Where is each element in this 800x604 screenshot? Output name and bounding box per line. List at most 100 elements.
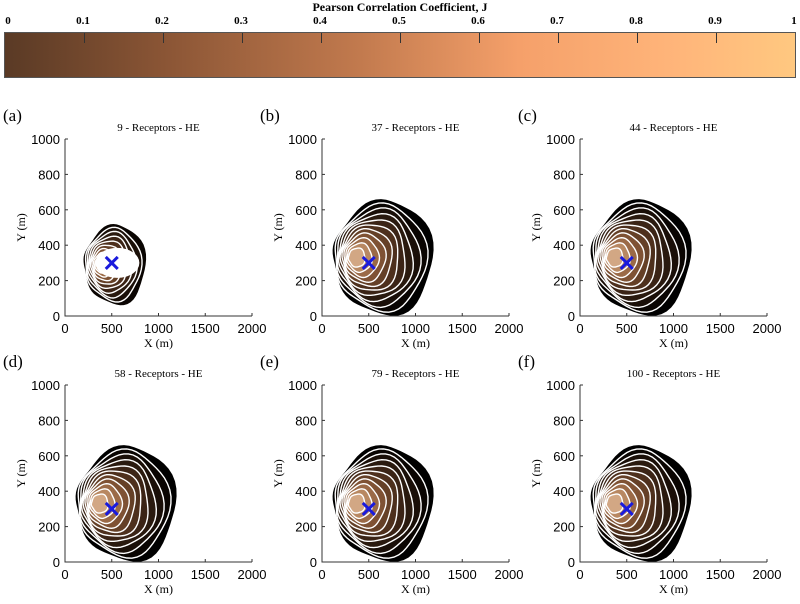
y-tick-label: 0 bbox=[310, 555, 317, 570]
y-tick-label: 1000 bbox=[546, 132, 575, 147]
y-axis-label: Y (m) bbox=[271, 213, 285, 242]
panel-label: (e) bbox=[260, 352, 279, 371]
x-axis-label: X (m) bbox=[401, 582, 430, 596]
x-tick-label: 500 bbox=[616, 567, 638, 582]
colorbar-tick bbox=[558, 33, 559, 43]
source-marker-x bbox=[361, 501, 376, 516]
y-tick-label: 1000 bbox=[288, 378, 317, 393]
x-tick-label: 2000 bbox=[753, 321, 782, 336]
panel: (f) 100 - Receptors - HE 0 500 1000 1500 2000 0… bbox=[518, 352, 781, 596]
x-tick-label: 2000 bbox=[238, 321, 267, 336]
x-tick-label: 1500 bbox=[448, 567, 477, 582]
colorbar-tick-label: 0.1 bbox=[76, 15, 90, 27]
colorbar-tick bbox=[163, 33, 164, 43]
panel-title: 58 - Receptors - HE bbox=[115, 368, 203, 380]
y-tick-label: 200 bbox=[295, 520, 317, 535]
colorbar-tick-label: 0.2 bbox=[155, 15, 169, 27]
panel-title: 37 - Receptors - HE bbox=[372, 122, 460, 134]
contour-level bbox=[605, 493, 624, 514]
panel-label: (a) bbox=[3, 106, 22, 125]
colorbar-tick bbox=[84, 33, 85, 43]
y-tick-label: 200 bbox=[553, 520, 575, 535]
y-tick-label: 400 bbox=[38, 238, 60, 253]
panel: (e) 79 - Receptors - HE 0 500 1000 1500 2000 0 2… bbox=[260, 352, 523, 596]
y-axis-label: Y (m) bbox=[529, 213, 543, 242]
colorbar-tick-label: 0.9 bbox=[708, 15, 722, 27]
y-tick-label: 0 bbox=[310, 309, 317, 324]
colorbar-tick-label: 1 bbox=[791, 15, 797, 27]
y-axis-label: Y (m) bbox=[14, 459, 28, 488]
colorbar-tick bbox=[716, 33, 717, 43]
panel: (a) 9 - Receptors - HE 0 500 1000 1500 2000 0 20… bbox=[3, 106, 266, 350]
x-tick-label: 0 bbox=[318, 321, 325, 336]
x-tick-label: 0 bbox=[61, 567, 68, 582]
panel: (b) 37 - Receptors - HE 0 500 1000 1500 2000 0 2… bbox=[260, 106, 523, 350]
y-tick-label: 800 bbox=[553, 413, 575, 428]
y-tick-label: 800 bbox=[295, 167, 317, 182]
contour-level bbox=[347, 247, 366, 268]
panel-title: 100 - Receptors - HE bbox=[627, 368, 721, 380]
y-tick-label: 1000 bbox=[31, 378, 60, 393]
y-tick-label: 200 bbox=[38, 520, 60, 535]
x-tick-label: 2000 bbox=[495, 321, 524, 336]
panel-title: 79 - Receptors - HE bbox=[372, 368, 460, 380]
y-tick-label: 800 bbox=[295, 413, 317, 428]
y-tick-label: 200 bbox=[295, 274, 317, 289]
y-tick-label: 0 bbox=[53, 555, 60, 570]
source-marker-x bbox=[619, 501, 634, 516]
x-tick-label: 2000 bbox=[753, 567, 782, 582]
x-tick-label: 0 bbox=[576, 321, 583, 336]
x-tick-label: 1000 bbox=[659, 567, 688, 582]
x-tick-label: 2000 bbox=[238, 567, 267, 582]
y-tick-label: 200 bbox=[38, 274, 60, 289]
x-tick-label: 1500 bbox=[191, 321, 220, 336]
x-tick-label: 1500 bbox=[706, 321, 735, 336]
x-tick-label: 500 bbox=[358, 567, 380, 582]
y-tick-label: 600 bbox=[295, 203, 317, 218]
panel: (c) 44 - Receptors - HE 0 500 1000 1500 2000 0 2… bbox=[518, 106, 781, 350]
panel-label: (d) bbox=[3, 352, 23, 371]
panel-label: (f) bbox=[518, 352, 535, 371]
colorbar-tick bbox=[242, 33, 243, 43]
x-axis-label: X (m) bbox=[401, 336, 430, 350]
y-tick-label: 600 bbox=[38, 203, 60, 218]
colorbar-title: Pearson Correlation Coefficient, J bbox=[312, 0, 488, 14]
colorbar-tick-label: 0.5 bbox=[392, 15, 406, 27]
y-tick-label: 0 bbox=[568, 555, 575, 570]
colorbar-tick bbox=[479, 33, 480, 43]
no-data-region bbox=[95, 247, 140, 278]
y-tick-label: 1000 bbox=[288, 132, 317, 147]
colorbar-tick-label: 0.6 bbox=[471, 15, 485, 27]
contour-level bbox=[90, 493, 109, 514]
x-tick-label: 500 bbox=[101, 567, 123, 582]
y-tick-label: 600 bbox=[553, 449, 575, 464]
y-tick-label: 600 bbox=[553, 203, 575, 218]
y-tick-label: 0 bbox=[53, 309, 60, 324]
y-tick-label: 200 bbox=[553, 274, 575, 289]
y-axis-label: Y (m) bbox=[14, 213, 28, 242]
panel-label: (c) bbox=[518, 106, 537, 125]
panel: (d) 58 - Receptors - HE 0 500 1000 1500 2000 0 2… bbox=[3, 352, 266, 596]
x-tick-label: 1500 bbox=[191, 567, 220, 582]
x-tick-label: 2000 bbox=[495, 567, 524, 582]
x-axis-label: X (m) bbox=[144, 336, 173, 350]
x-tick-label: 0 bbox=[61, 321, 68, 336]
x-axis-label: X (m) bbox=[659, 582, 688, 596]
x-tick-label: 1500 bbox=[448, 321, 477, 336]
contour-level bbox=[347, 493, 366, 514]
x-tick-label: 1000 bbox=[659, 321, 688, 336]
x-tick-label: 1500 bbox=[706, 567, 735, 582]
panel-label: (b) bbox=[260, 106, 280, 125]
y-axis-label: Y (m) bbox=[271, 459, 285, 488]
x-tick-label: 1000 bbox=[144, 567, 173, 582]
colorbar-tick bbox=[321, 33, 322, 43]
colorbar-tick bbox=[637, 33, 638, 43]
y-axis-label: Y (m) bbox=[529, 459, 543, 488]
colorbar-tick-label: 0.8 bbox=[629, 15, 643, 27]
colorbar bbox=[4, 32, 796, 78]
y-tick-label: 400 bbox=[553, 238, 575, 253]
x-tick-label: 500 bbox=[358, 321, 380, 336]
y-tick-label: 800 bbox=[38, 167, 60, 182]
x-tick-label: 1000 bbox=[401, 567, 430, 582]
